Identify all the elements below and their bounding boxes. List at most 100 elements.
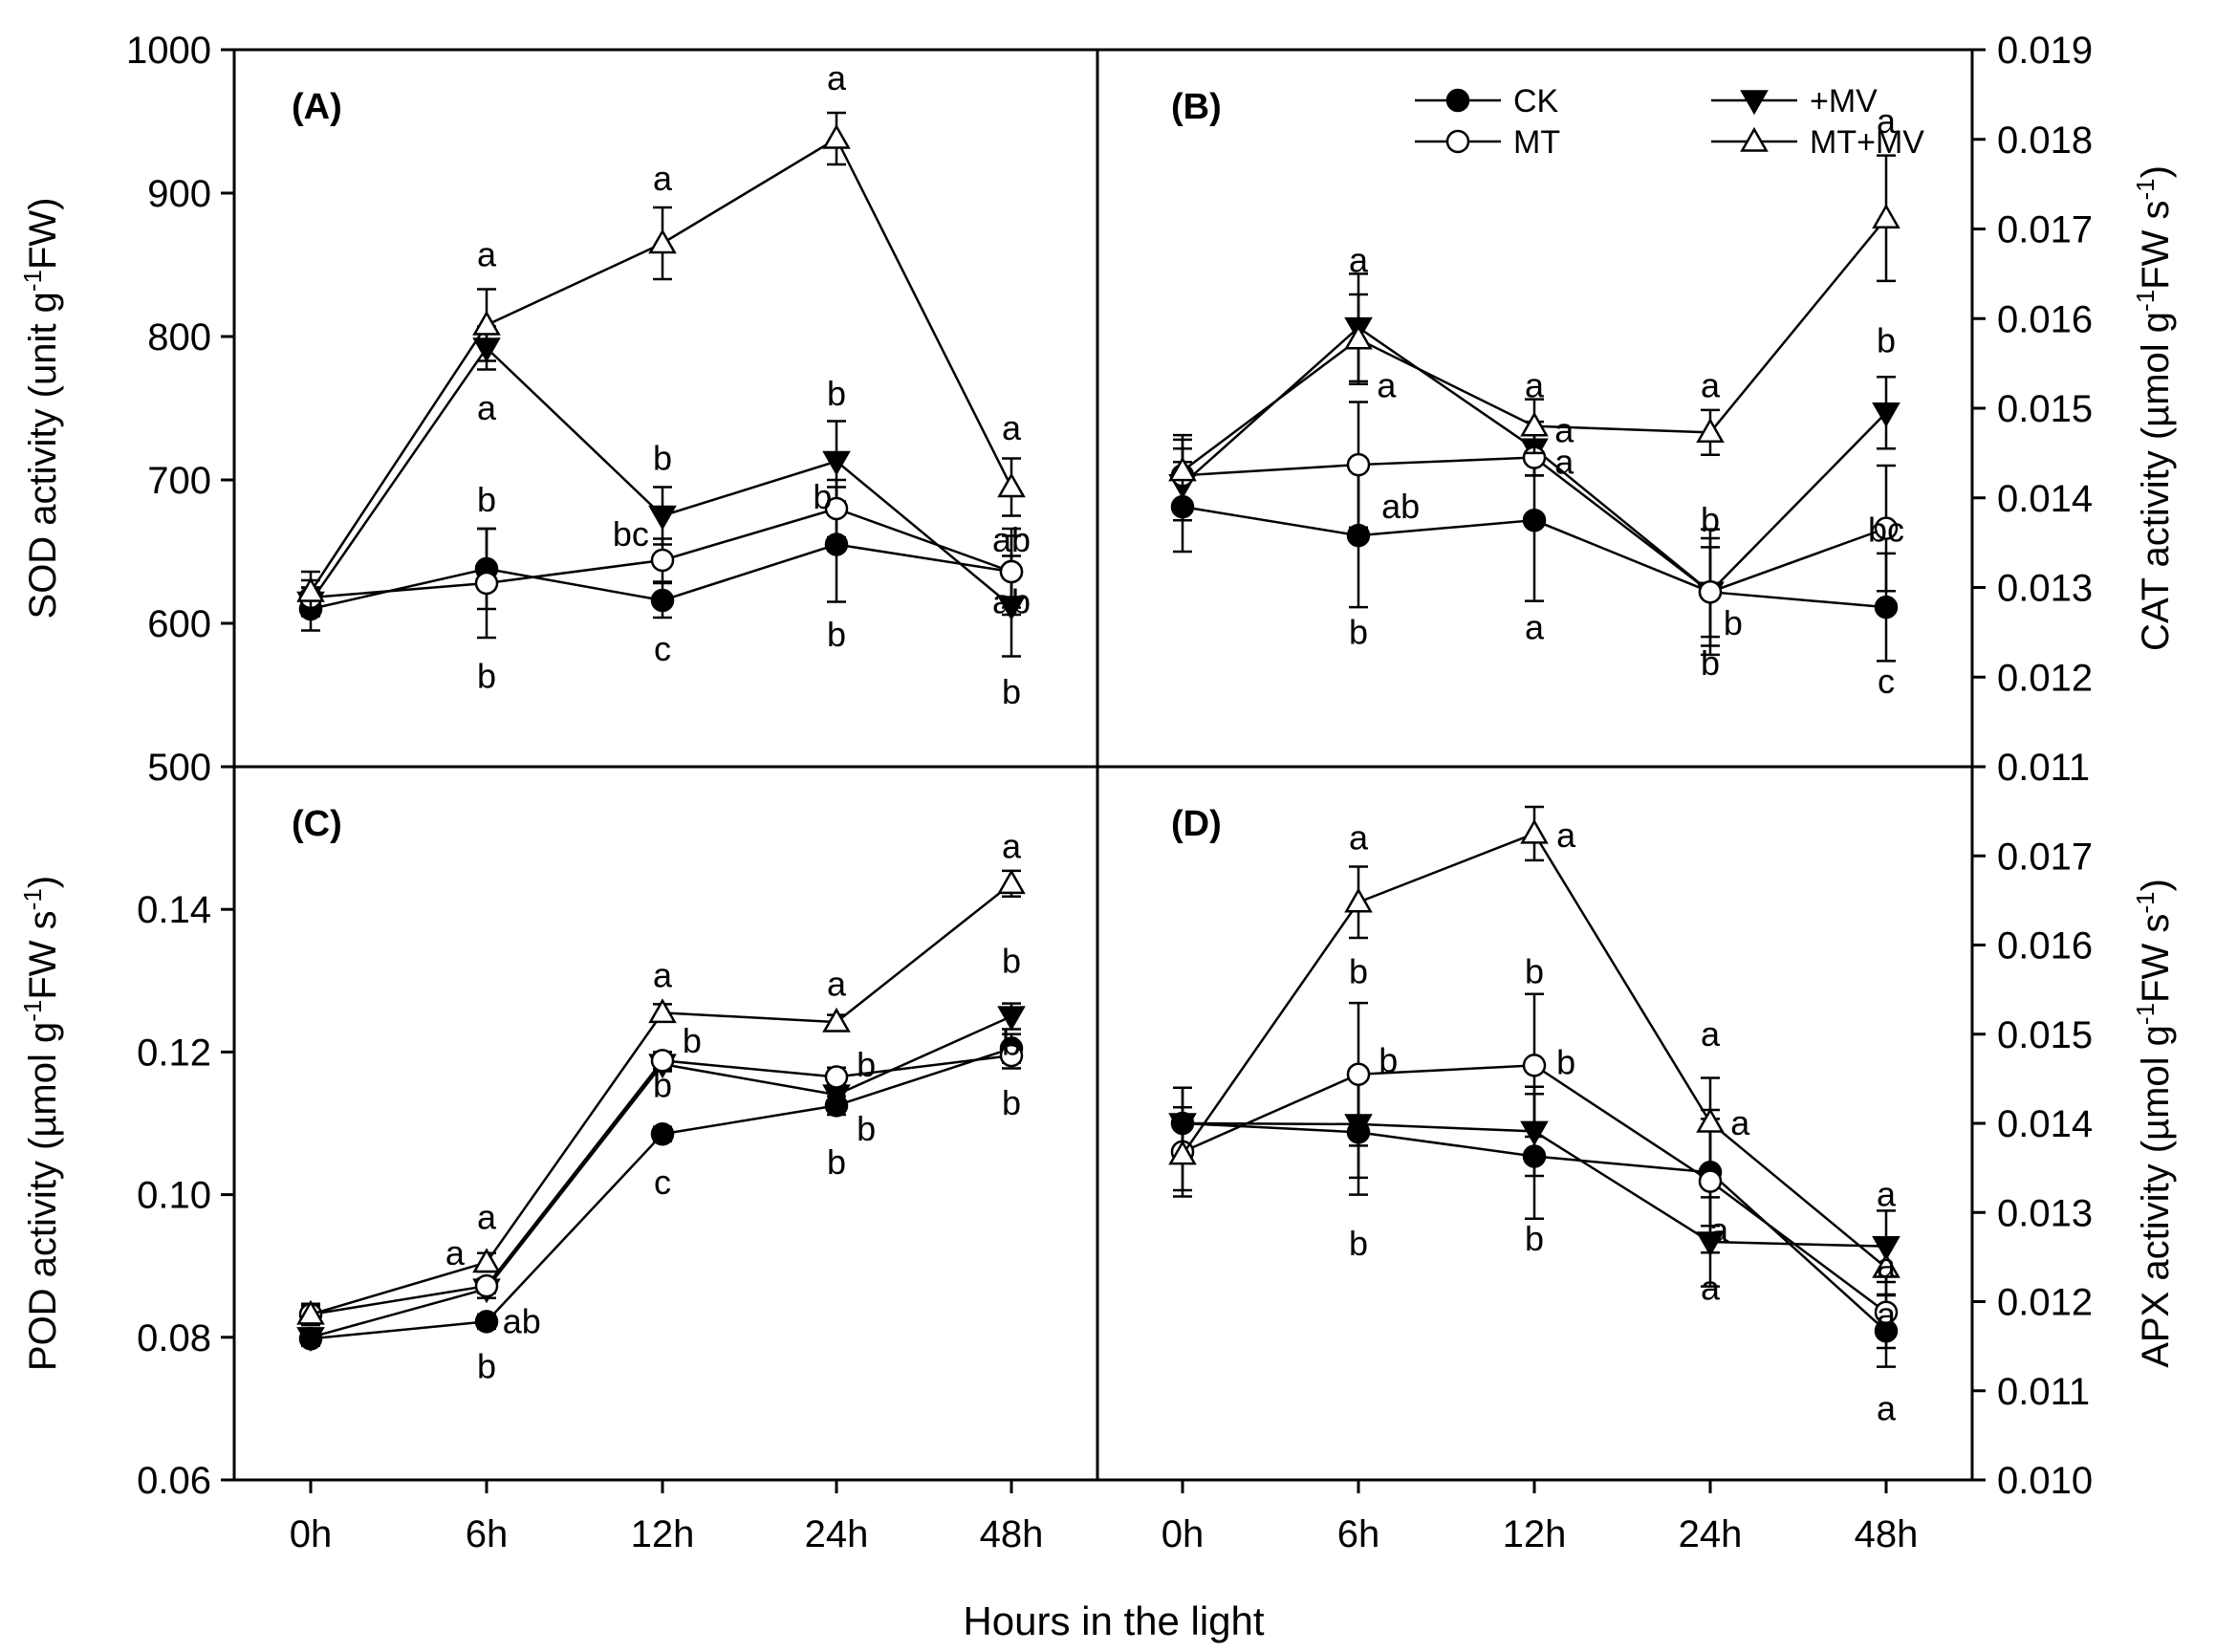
data-point: [1346, 1062, 1371, 1086]
data-point: [1520, 818, 1549, 844]
y-tick-label: 0.019: [1997, 30, 2093, 72]
y-tick-label: 1000: [126, 30, 211, 72]
data-point: [296, 1327, 325, 1352]
significance-label: b: [1002, 942, 1021, 981]
x-tick-label: 0h: [1162, 1513, 1205, 1555]
data-point: [1874, 1300, 1899, 1324]
y-tick-label: 0.014: [1997, 478, 2093, 520]
legend-label: CK: [1513, 83, 1559, 120]
significance-label: ab: [992, 582, 1031, 621]
legend: CK +MV MT MT+MV: [1415, 83, 1924, 161]
data-point: [1344, 324, 1373, 350]
panel-a: (A) 500 600 700 800 900 1000 SOD activity (unit…: [18, 30, 1099, 789]
y-axis-label: APX activity (µmol g-1FW s-1): [2131, 879, 2177, 1368]
y-tick-label: 0.011: [1997, 747, 2090, 789]
panels: (A) 500 600 700 800 900 1000 SOD activity (unit…: [18, 30, 2177, 1555]
data-point: [296, 1299, 325, 1325]
data-point: [296, 576, 325, 602]
y-tick-label: 500: [147, 747, 211, 789]
significance-label: b: [1724, 603, 1743, 642]
series-mt-mv: [1168, 154, 1900, 509]
significance-label: b: [477, 480, 496, 519]
data-point: [648, 505, 677, 531]
data-point: [999, 1043, 1024, 1068]
significance-label: b: [477, 657, 496, 696]
data-point: [1698, 1169, 1723, 1193]
significance-label: b: [653, 439, 672, 478]
y-tick-label: 0.011: [1997, 1371, 2090, 1413]
significance-label: a: [1554, 410, 1574, 449]
panel-c: (C) 0.06 0.08 0.10 0.12 0.14 0h 6h 12h 24h 48h POD …: [18, 765, 1099, 1555]
y-tick-label: 0.12: [137, 1032, 211, 1074]
x-tick-label: 12h: [1503, 1513, 1567, 1555]
significance-label: b: [827, 1142, 846, 1182]
y-axis-label: SOD activity (unit g-1FW): [18, 198, 64, 620]
data-point: [650, 548, 675, 573]
panel-label: (A): [292, 87, 342, 127]
data-point: [822, 450, 851, 476]
significance-label: b: [857, 1045, 876, 1084]
y-tick-label: 0.015: [1997, 388, 2093, 430]
significance-label: b: [1525, 1219, 1544, 1258]
series-mt-mv: [1168, 805, 1900, 1296]
legend-entry-mt-mv: MT+MV: [1711, 124, 1924, 161]
panel-label: (C): [292, 804, 342, 844]
significance-label: b: [827, 374, 846, 413]
x-tick-label: 24h: [805, 1513, 869, 1555]
panel-label: (B): [1171, 87, 1222, 127]
significance-label: a: [1730, 1103, 1750, 1142]
significance-label: a: [1877, 101, 1897, 141]
significance-label: a: [1002, 408, 1022, 447]
y-tick-label: 0.06: [137, 1460, 211, 1502]
data-point: [1872, 402, 1900, 427]
x-tick-label: 12h: [631, 1513, 695, 1555]
panel-b: (B) 0.011 0.012 0.013 0.014 0.015 0.016 0.017 0.…: [1096, 30, 2177, 789]
significance-label: b: [1002, 1083, 1021, 1122]
x-tick-label: 0h: [290, 1513, 333, 1555]
series-mt-mv: [296, 869, 1026, 1327]
data-point: [1698, 579, 1723, 604]
legend-label: MT: [1513, 124, 1560, 161]
significance-label: a: [477, 388, 497, 427]
significance-label: b: [1525, 951, 1544, 990]
data-point: [1874, 516, 1899, 540]
data-point: [650, 1121, 675, 1146]
y-axis-label: CAT activity (µmol g-1FW s-1): [2131, 165, 2177, 651]
y-tick-label: 0.14: [137, 889, 211, 931]
significance-label: b: [1349, 612, 1368, 651]
significance-label: b: [1701, 500, 1720, 539]
y-tick-label: 0.014: [1997, 1103, 2093, 1145]
significance-label: a: [653, 159, 673, 198]
x-tick-label: 48h: [980, 1513, 1044, 1555]
significance-label: b: [827, 615, 846, 654]
data-point: [1696, 1107, 1725, 1133]
significance-label: a: [827, 965, 847, 1004]
significance-label: b: [813, 477, 832, 516]
significance-label: ab: [1381, 487, 1420, 526]
significance-label: a: [1877, 1294, 1897, 1334]
y-tick-label: 0.012: [1997, 1282, 2093, 1324]
significance-label: a: [1377, 366, 1397, 405]
data-point: [1346, 452, 1371, 477]
significance-label: a: [653, 956, 673, 995]
significance-label: b: [1701, 643, 1720, 683]
significance-label: c: [1878, 662, 1895, 701]
significance-label: a: [1701, 366, 1721, 405]
y-tick-label: 0.08: [137, 1317, 211, 1359]
x-tick-label: 6h: [466, 1513, 509, 1555]
legend-entry-mt: MT: [1415, 124, 1560, 161]
panel-d: (D) 0.010 0.011 0.012 0.013 0.014 0.015 0.016 0.…: [1096, 765, 2177, 1555]
significance-label: a: [827, 58, 847, 98]
data-point: [997, 1006, 1026, 1032]
x-axis-label: Hours in the light: [963, 1598, 1264, 1643]
legend-marker: [1740, 126, 1769, 152]
data-point: [648, 228, 677, 254]
series-mt-mv: [296, 111, 1026, 614]
significance-label: a: [1002, 827, 1022, 866]
significance-label: a: [1525, 608, 1545, 647]
legend-marker: [1740, 90, 1769, 116]
significance-label: b: [1349, 951, 1368, 990]
y-tick-label: 0.015: [1997, 1014, 2093, 1056]
data-point: [1344, 887, 1373, 913]
